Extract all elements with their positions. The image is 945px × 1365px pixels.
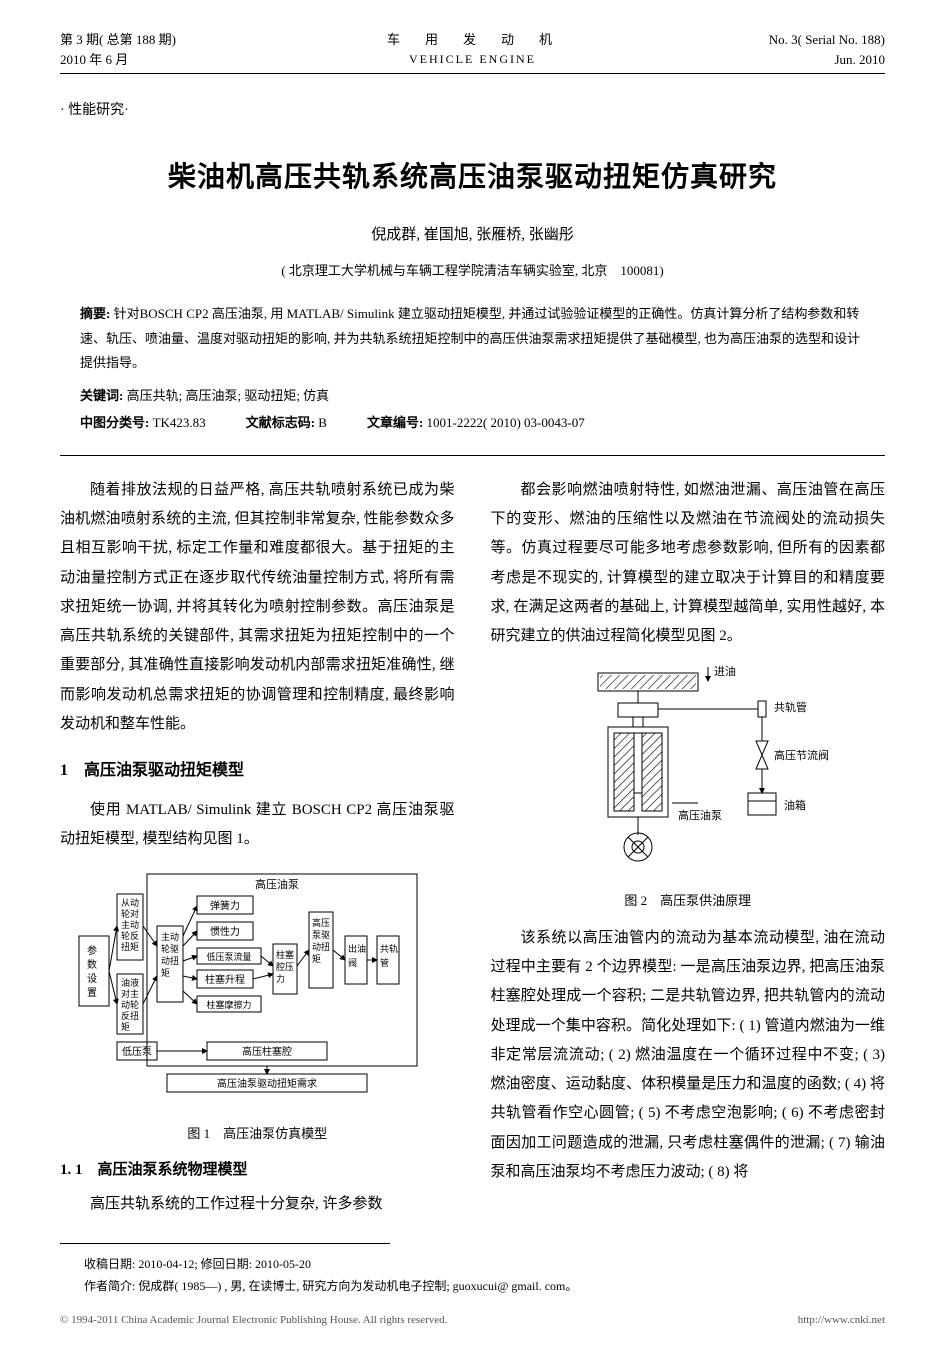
section-tag: · 性能研究· xyxy=(60,98,885,123)
para-3: 高压共轨系统的工作过程十分复杂, 许多参数 xyxy=(60,1190,455,1219)
f1-param-1: 参 xyxy=(87,944,97,957)
f1-friction: 柱塞摩擦力 xyxy=(207,999,252,1010)
right-column: 都会影响燃油喷射特性, 如燃油泄漏、高压油管在高压下的变形、燃油的压缩性以及燃油… xyxy=(491,476,886,1219)
page-header: 第 3 期( 总第 188 期) 2010 年 6 月 车 用 发 动 机 VE… xyxy=(60,30,885,74)
f1-lift: 柱塞升程 xyxy=(205,973,245,986)
heading-1: 1 高压油泵驱动扭矩模型 xyxy=(60,757,455,786)
svg-text:扭矩: 扭矩 xyxy=(121,941,139,952)
svg-text:管: 管 xyxy=(380,957,389,968)
svg-text:油液: 油液 xyxy=(121,977,139,988)
svg-text:从动: 从动 xyxy=(121,898,139,908)
svg-text:轮反: 轮反 xyxy=(121,930,139,941)
svg-text:力: 力 xyxy=(276,973,285,984)
svg-text:矩: 矩 xyxy=(161,967,170,978)
para-5: 该系统以高压油管内的流动为基本流动模型, 油在流动过程中主要有 2 个边界模型:… xyxy=(491,924,886,1187)
article-id: 文章编号: 1001-2222( 2010) 03-0043-07 xyxy=(367,411,585,434)
f2-pump: 高压油泵 xyxy=(678,808,722,822)
svg-text:高压: 高压 xyxy=(312,917,330,928)
abstract-label: 摘要: xyxy=(80,306,114,321)
authors: 倪成群, 崔国旭, 张雁桥, 张幽彤 xyxy=(60,222,885,249)
svg-text:泵驱: 泵驱 xyxy=(312,930,330,940)
heading-1-1: 1. 1 高压油泵系统物理模型 xyxy=(60,1157,455,1184)
date-cn: 2010 年 6 月 xyxy=(60,50,260,70)
abstract-text: 针对BOSCH CP2 高压油泵, 用 MATLAB/ Simulink 建立驱… xyxy=(80,306,860,370)
journal-en: VEHICLE ENGINE xyxy=(260,50,685,68)
para-2: 使用 MATLAB/ Simulink 建立 BOSCH CP2 高压油泵驱动扭… xyxy=(60,796,455,855)
article-id-value: 1001-2222( 2010) 03-0043-07 xyxy=(427,415,585,430)
copyright-left: © 1994-2011 China Academic Journal Elect… xyxy=(60,1311,447,1331)
figure-2-svg: 进油 共轨管 xyxy=(538,663,838,873)
keywords-text: 高压共轨; 高压油泵; 驱动扭矩; 仿真 xyxy=(127,388,330,403)
copyright: © 1994-2011 China Academic Journal Elect… xyxy=(60,1311,885,1331)
fig2-caption: 图 2 高压泵供油原理 xyxy=(491,889,886,912)
para-1: 随着排放法规的日益严格, 高压共轨喷射系统已成为柴油机燃油喷射系统的主流, 但其… xyxy=(60,476,455,739)
f1-param-2: 数 xyxy=(87,958,97,971)
keywords-label: 关键词: xyxy=(80,388,127,403)
meta-row: 中图分类号: TK423.83 文献标志码: B 文章编号: 1001-2222… xyxy=(60,411,885,434)
f1-top: 高压油泵 xyxy=(255,877,299,891)
svg-text:动扭: 动扭 xyxy=(312,941,330,952)
affiliation: ( 北京理工大学机械与车辆工程学院清洁车辆实验室, 北京 100081) xyxy=(60,259,885,282)
journal-cn: 车 用 发 动 机 xyxy=(260,30,685,50)
clc: 中图分类号: TK423.83 xyxy=(80,411,206,434)
svg-text:轮对: 轮对 xyxy=(121,908,139,919)
footnote-divider xyxy=(60,1243,390,1252)
svg-text:出油: 出油 xyxy=(348,943,366,954)
date-en: Jun. 2010 xyxy=(685,50,885,70)
footnote-recv: 收稿日期: 2010-04-12; 修回日期: 2010-05-20 xyxy=(60,1254,885,1276)
svg-text:反扭: 反扭 xyxy=(121,1010,139,1021)
article-title: 柴油机高压共轨系统高压油泵驱动扭矩仿真研究 xyxy=(60,153,885,203)
f1-lowpump: 低压泵 xyxy=(122,1045,152,1058)
f2-throttle: 高压节流阀 xyxy=(774,748,829,762)
svg-text:主动: 主动 xyxy=(161,931,179,942)
doc-code: 文献标志码: B xyxy=(246,411,327,434)
para-4: 都会影响燃油喷射特性, 如燃油泄漏、高压油管在高压下的变形、燃油的压缩性以及燃油… xyxy=(491,476,886,652)
svg-text:阀: 阀 xyxy=(348,958,357,968)
footnote-author: 作者简介: 倪成群( 1985—) , 男, 在读博士, 研究方向为发动机电子控… xyxy=(60,1276,885,1298)
figure-1-svg: 高压油泵 参 数 设 置 从动 轮对 主动 轮反 扭矩 油液 对主 动轮 xyxy=(77,866,437,1106)
body-columns: 随着排放法规的日益严格, 高压共轨喷射系统已成为柴油机燃油喷射系统的主流, 但其… xyxy=(60,476,885,1219)
f2-tank: 油箱 xyxy=(784,798,806,812)
svg-text:主动: 主动 xyxy=(121,919,139,930)
abstract: 摘要: 针对BOSCH CP2 高压油泵, 用 MATLAB/ Simulink… xyxy=(60,302,885,376)
svg-text:腔压: 腔压 xyxy=(276,961,294,972)
svg-text:动扭: 动扭 xyxy=(161,955,179,966)
figure-2: 进油 共轨管 xyxy=(491,663,886,912)
left-column: 随着排放法规的日益严格, 高压共轨喷射系统已成为柴油机燃油喷射系统的主流, 但其… xyxy=(60,476,455,1219)
issue-en: No. 3( Serial No. 188) xyxy=(685,30,885,50)
fig1-caption: 图 1 高压油泵仿真模型 xyxy=(60,1122,455,1145)
f1-bottom2: 高压油泵驱动扭矩需求 xyxy=(217,1077,317,1090)
doc-code-value: B xyxy=(318,415,327,430)
svg-text:对主: 对主 xyxy=(121,988,139,999)
clc-label: 中图分类号: xyxy=(80,415,153,430)
issue-cn: 第 3 期( 总第 188 期) xyxy=(60,30,260,50)
f1-lowflow: 低压泵流量 xyxy=(207,951,252,962)
svg-text:共轨: 共轨 xyxy=(380,943,398,954)
svg-text:矩: 矩 xyxy=(312,953,321,964)
f1-param-3: 设 xyxy=(87,973,97,985)
f1-bottom1: 高压柱塞腔 xyxy=(242,1045,292,1058)
keywords: 关键词: 高压共轨; 高压油泵; 驱动扭矩; 仿真 xyxy=(60,384,885,407)
svg-text:动轮: 动轮 xyxy=(121,999,139,1010)
figure-1: 高压油泵 参 数 设 置 从动 轮对 主动 轮反 扭矩 油液 对主 动轮 xyxy=(60,866,455,1145)
clc-value: TK423.83 xyxy=(153,415,206,430)
header-right: No. 3( Serial No. 188) Jun. 2010 xyxy=(685,30,885,69)
f2-rail: 共轨管 xyxy=(774,700,807,714)
svg-text:矩: 矩 xyxy=(121,1021,130,1032)
svg-text:柱塞: 柱塞 xyxy=(276,949,294,960)
f2-inlet: 进油 xyxy=(714,664,736,678)
doc-code-label: 文献标志码: xyxy=(246,415,319,430)
f1-spring: 弹簧力 xyxy=(210,899,240,912)
f1-inertia: 惯性力 xyxy=(210,925,240,938)
header-center: 车 用 发 动 机 VEHICLE ENGINE xyxy=(260,30,685,69)
svg-text:轮驱: 轮驱 xyxy=(161,943,179,954)
article-id-label: 文章编号: xyxy=(367,415,427,430)
header-left: 第 3 期( 总第 188 期) 2010 年 6 月 xyxy=(60,30,260,69)
copyright-right: http://www.cnki.net xyxy=(798,1311,885,1331)
page-root: 第 3 期( 总第 188 期) 2010 年 6 月 车 用 发 动 机 VE… xyxy=(0,0,945,1351)
divider xyxy=(60,455,885,456)
f1-param-4: 置 xyxy=(87,987,97,999)
